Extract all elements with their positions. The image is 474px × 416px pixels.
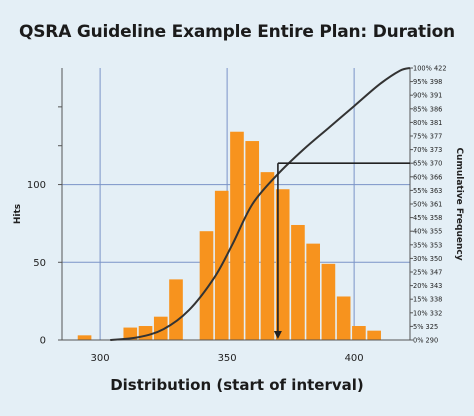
cumulative-label: 100% 422 — [413, 65, 447, 73]
cumulative-label: 95% 398 — [413, 78, 442, 86]
histogram-bar — [138, 326, 153, 340]
percentile-marker-arrow — [273, 331, 282, 339]
histogram-bar — [367, 330, 381, 340]
cumulative-label: 70% 373 — [413, 146, 442, 154]
cumulative-label: 15% 338 — [413, 296, 442, 304]
cumulative-curve — [110, 67, 411, 341]
cumulative-label: 40% 355 — [413, 228, 442, 236]
cumulative-label: 55% 363 — [413, 187, 442, 195]
cumulative-label: 0% 290 — [413, 337, 438, 345]
cumulative-label: 75% 377 — [413, 133, 442, 141]
cumulative-label: 80% 381 — [413, 119, 442, 127]
histogram-bar — [199, 231, 214, 340]
histogram-bar — [306, 243, 320, 340]
histogram-bar — [336, 296, 351, 340]
histogram-bar — [123, 327, 138, 340]
y2-axis-title: Cumulative Frequency — [454, 147, 464, 260]
histogram-bar — [169, 279, 183, 340]
cumulative-label: 30% 350 — [413, 255, 442, 263]
y-tick-label: 50 — [33, 258, 46, 269]
cumulative-label: 90% 391 — [413, 92, 442, 100]
y-tick-label: 0 — [40, 336, 46, 347]
cumulative-label: 65% 370 — [413, 160, 442, 168]
histogram-bar — [245, 141, 260, 340]
cumulative-label: 85% 386 — [413, 105, 442, 113]
histogram-bar — [260, 172, 275, 340]
cumulative-label: 5% 325 — [413, 323, 438, 331]
cumulative-label: 50% 361 — [413, 201, 442, 209]
cumulative-label: 20% 343 — [413, 282, 442, 290]
x-tick-label: 300 — [91, 353, 110, 364]
x-axis-title: Distribution (start of interval) — [110, 376, 364, 394]
y-axis-title: Hits — [13, 204, 23, 224]
cumulative-label: 45% 358 — [413, 214, 442, 222]
cumulative-label: 10% 332 — [413, 309, 442, 317]
x-tick-label: 350 — [218, 353, 237, 364]
y-tick-label: 100 — [27, 180, 46, 191]
chart-title: QSRA Guideline Example Entire Plan: Dura… — [19, 22, 455, 42]
x-tick-label: 400 — [345, 353, 364, 364]
histogram-bar — [77, 335, 92, 340]
histogram-bar — [321, 263, 336, 340]
cumulative-label: 60% 366 — [413, 173, 442, 181]
histogram-bar — [275, 189, 290, 340]
histogram-bar — [352, 326, 366, 340]
histogram-bar — [291, 224, 305, 340]
cumulative-label: 35% 353 — [413, 241, 442, 249]
histogram-bar — [153, 316, 168, 340]
cumulative-label: 25% 347 — [413, 269, 442, 277]
